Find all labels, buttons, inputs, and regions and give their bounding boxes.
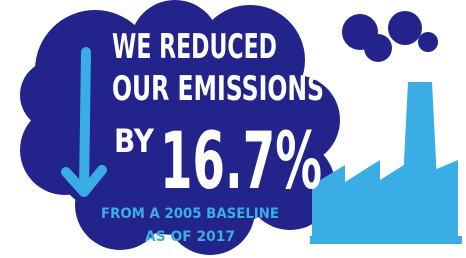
footnote-line: FROM A 2005 BASELINE xyxy=(101,206,279,222)
headline-line: WE REDUCED xyxy=(112,27,277,67)
footnote-line: AS OF 2017 xyxy=(145,229,235,245)
smoke xyxy=(342,11,438,62)
infographic: WE REDUCED OUR EMISSIONS BY 16.7% FROM A… xyxy=(0,0,466,258)
headline-stat: 16.7% xyxy=(160,117,322,207)
headline-prefix: BY xyxy=(114,122,155,160)
headline-line: OUR EMISSIONS xyxy=(112,69,324,109)
